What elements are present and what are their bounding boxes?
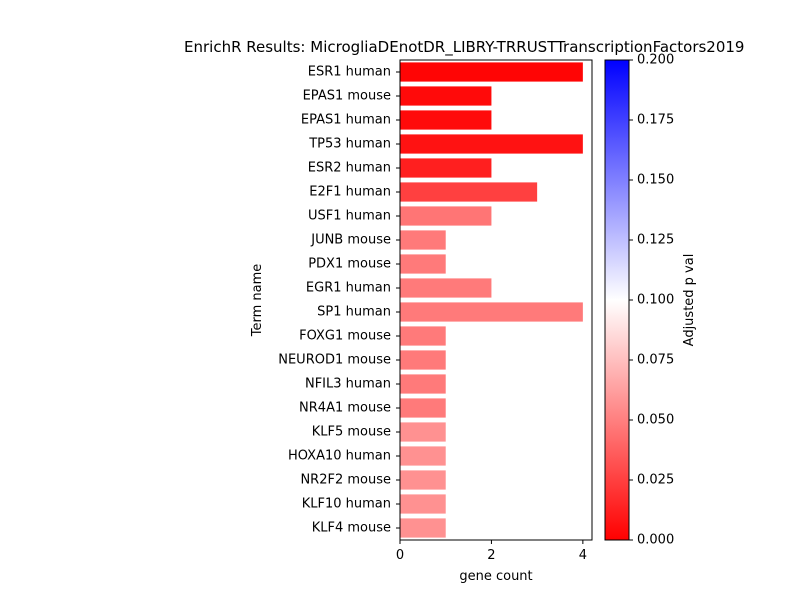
bar (400, 182, 538, 202)
y-tick-label: ESR2 human (308, 161, 391, 176)
y-tick-label: E2F1 human (309, 185, 391, 200)
colorbar-ticks: 0.000 0.025 0.050 0.075 0.100 0.125 0.150 0.175… (629, 53, 674, 548)
y-tick-label: KLF10 human (302, 497, 391, 512)
y-tick-label: ESR1 human (308, 65, 391, 80)
bar (400, 470, 446, 490)
y-tick-label: HOXA10 human (288, 449, 391, 464)
y-tick-label: KLF5 mouse (312, 425, 391, 440)
y-tick-label: SP1 human (317, 305, 391, 320)
colorbar-tick-label: 0.075 (637, 353, 674, 368)
bar (400, 302, 583, 322)
colorbar-tick-label: 0.050 (637, 413, 674, 428)
bar (400, 158, 492, 178)
colorbar-tick-label: 0.025 (637, 473, 674, 488)
y-tick-label: PDX1 mouse (308, 257, 391, 272)
y-tick-label: EPAS1 human (301, 113, 391, 128)
x-tick-label: 2 (487, 548, 495, 563)
bar (400, 518, 446, 538)
bar (400, 446, 446, 466)
bars-group (400, 62, 583, 538)
bar (400, 398, 446, 418)
colorbar (604, 59, 630, 541)
y-tick-label: NFIL3 human (305, 377, 391, 392)
colorbar-tick-label: 0.100 (637, 293, 674, 308)
chart-title: EnrichR Results: MicrogliaDEnotDR_LIBRY-… (184, 38, 744, 57)
y-tick-label: TP53 human (308, 137, 391, 152)
y-tick-label: USF1 human (308, 209, 391, 224)
colorbar-tick-label: 0.150 (637, 173, 674, 188)
bar (400, 494, 446, 514)
bar (400, 350, 446, 370)
bar (400, 230, 446, 250)
colorbar-tick-label: 0.125 (637, 233, 674, 248)
y-tick-label: EGR1 human (306, 281, 391, 296)
colorbar-tick-label: 0.000 (637, 533, 674, 548)
bar (400, 110, 492, 130)
bar (400, 374, 446, 394)
bar (400, 326, 446, 346)
plot-frame (399, 59, 593, 541)
y-tick-label: KLF4 mouse (312, 521, 391, 536)
colorbar-label: Adjusted p val (682, 254, 697, 347)
x-axis-label: gene count (459, 569, 532, 584)
y-tick-label: FOXG1 mouse (299, 329, 391, 344)
bar (400, 86, 492, 106)
bar (400, 278, 492, 298)
y-tick-label: NR4A1 mouse (299, 401, 391, 416)
bar (400, 62, 583, 82)
x-tick-labels: 0 2 4 (396, 540, 587, 563)
x-tick-label: 0 (396, 548, 404, 563)
y-tick-label: JUNB mouse (310, 233, 391, 248)
colorbar-tick-label: 0.175 (637, 113, 674, 128)
bar (400, 206, 492, 226)
y-tick-label: NEUROD1 mouse (278, 353, 391, 368)
y-axis-label: Term name (250, 264, 265, 338)
y-tick-labels: ESR1 human EPAS1 mouse EPAS1 human TP53 hum… (278, 65, 400, 536)
x-tick-label: 4 (579, 548, 587, 563)
colorbar-tick-label: 0.200 (637, 53, 674, 68)
y-tick-label: NR2F2 mouse (300, 473, 391, 488)
y-tick-label: EPAS1 mouse (303, 89, 391, 104)
bar (400, 254, 446, 274)
bar (400, 134, 583, 154)
bar (400, 422, 446, 442)
